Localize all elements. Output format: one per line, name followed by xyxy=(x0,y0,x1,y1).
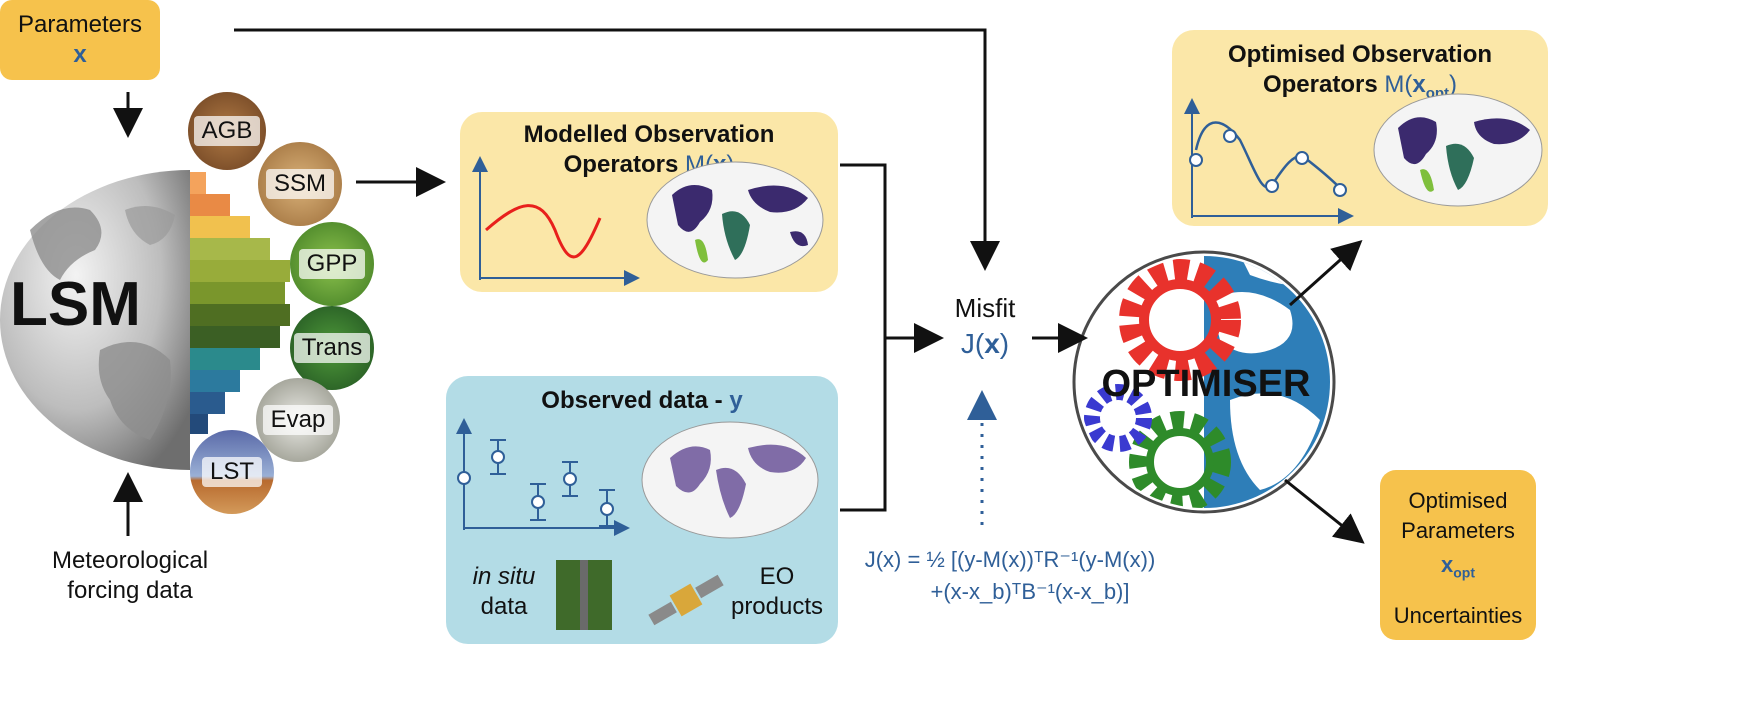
opt-params-symbol: x xyxy=(1440,552,1454,577)
optimised-operators-box: Optimised Observation Operators M(xopt) xyxy=(1172,30,1548,226)
lst-label: LST xyxy=(201,457,262,487)
arrow-optimiser-params xyxy=(1284,478,1365,544)
meteo-line2: forcing data xyxy=(67,577,193,604)
meteo-label: Meteorological forcing data xyxy=(40,546,220,606)
observed-data-box: Observed data - y in situ data EO produc… xyxy=(446,376,838,644)
insitu-label: in situ data xyxy=(454,562,554,622)
opt-math-suffix: ) xyxy=(1449,71,1458,98)
agb-label: AGB xyxy=(193,116,261,146)
modelled-operators-box: Modelled Observation Operators M(x) xyxy=(460,112,838,292)
lsm-globe xyxy=(0,170,190,470)
observed-symbol: y xyxy=(729,387,743,414)
cost-function-line1: J(x) = ½ [(y-M(x))ᵀR⁻¹(y-M(x)) xyxy=(864,547,1156,572)
modelled-title-line2: Operators xyxy=(563,151,679,178)
eo-line1: EO xyxy=(759,563,795,590)
optimiser-label: OPTIMISER xyxy=(1101,363,1311,405)
cost-function-line2: +(x-x_b)ᵀB⁻¹(x-x_b)] xyxy=(930,579,1130,604)
eo-line2: products xyxy=(730,593,824,620)
misfit-label: Misfit xyxy=(954,293,1016,323)
misfit-func-var: x xyxy=(984,328,1000,359)
meteo-line1: Meteorological xyxy=(51,547,209,574)
optimised-title-line1: Optimised Observation xyxy=(1227,41,1493,68)
modelled-title-line1: Modelled Observation xyxy=(523,121,775,148)
parameters-label: Parameters xyxy=(17,11,143,38)
opt-math-sub: opt xyxy=(1425,84,1450,102)
modelled-math-prefix: M( xyxy=(685,151,713,178)
optimised-parameters-box: Optimised Parameters xopt Uncertainties xyxy=(1380,470,1536,640)
cost-function: J(x) = ½ [(y-M(x))ᵀR⁻¹(y-M(x)) +(x-x_b)ᵀ… xyxy=(840,544,1180,608)
circle-ssm: SSM xyxy=(258,142,342,226)
evap-label: Evap xyxy=(262,405,334,435)
modelled-math-suffix: ) xyxy=(726,151,735,178)
bracket-to-misfit xyxy=(840,163,887,512)
arrow-optimiser-ops xyxy=(1288,239,1363,307)
opt-math-var: x xyxy=(1412,71,1426,98)
trans-label: Trans xyxy=(293,333,371,363)
eo-label: EO products xyxy=(722,562,832,622)
circle-evap: Evap xyxy=(256,378,340,462)
optimised-title-line2: Operators xyxy=(1262,71,1378,98)
circle-trans: Trans xyxy=(290,306,374,390)
ssm-label: SSM xyxy=(265,169,334,199)
parameters-box: Parameters x xyxy=(0,0,160,80)
gpp-label: GPP xyxy=(298,249,366,279)
modelled-math-var: x xyxy=(713,151,727,178)
opt-math-prefix: M( xyxy=(1384,71,1413,98)
circle-lst: LST xyxy=(190,430,274,514)
misfit-func-suffix: ) xyxy=(999,328,1010,359)
insitu-italic: in situ xyxy=(472,563,536,590)
opt-params-line1: Optimised xyxy=(1408,488,1508,513)
lsm-label: LSM xyxy=(10,270,141,339)
opt-params-line4: Uncertainties xyxy=(1393,603,1523,629)
parameters-symbol: x xyxy=(73,41,87,68)
opt-params-sub: opt xyxy=(1453,564,1475,581)
insitu-rest: data xyxy=(480,593,528,620)
opt-params-line2: Parameters xyxy=(1401,518,1515,543)
circle-agb: AGB xyxy=(188,92,266,170)
observed-title: Observed data - xyxy=(541,387,730,414)
misfit-block: Misfit J(x) xyxy=(920,290,1050,362)
circle-gpp: GPP xyxy=(290,222,374,306)
misfit-func-prefix: J( xyxy=(960,328,985,359)
